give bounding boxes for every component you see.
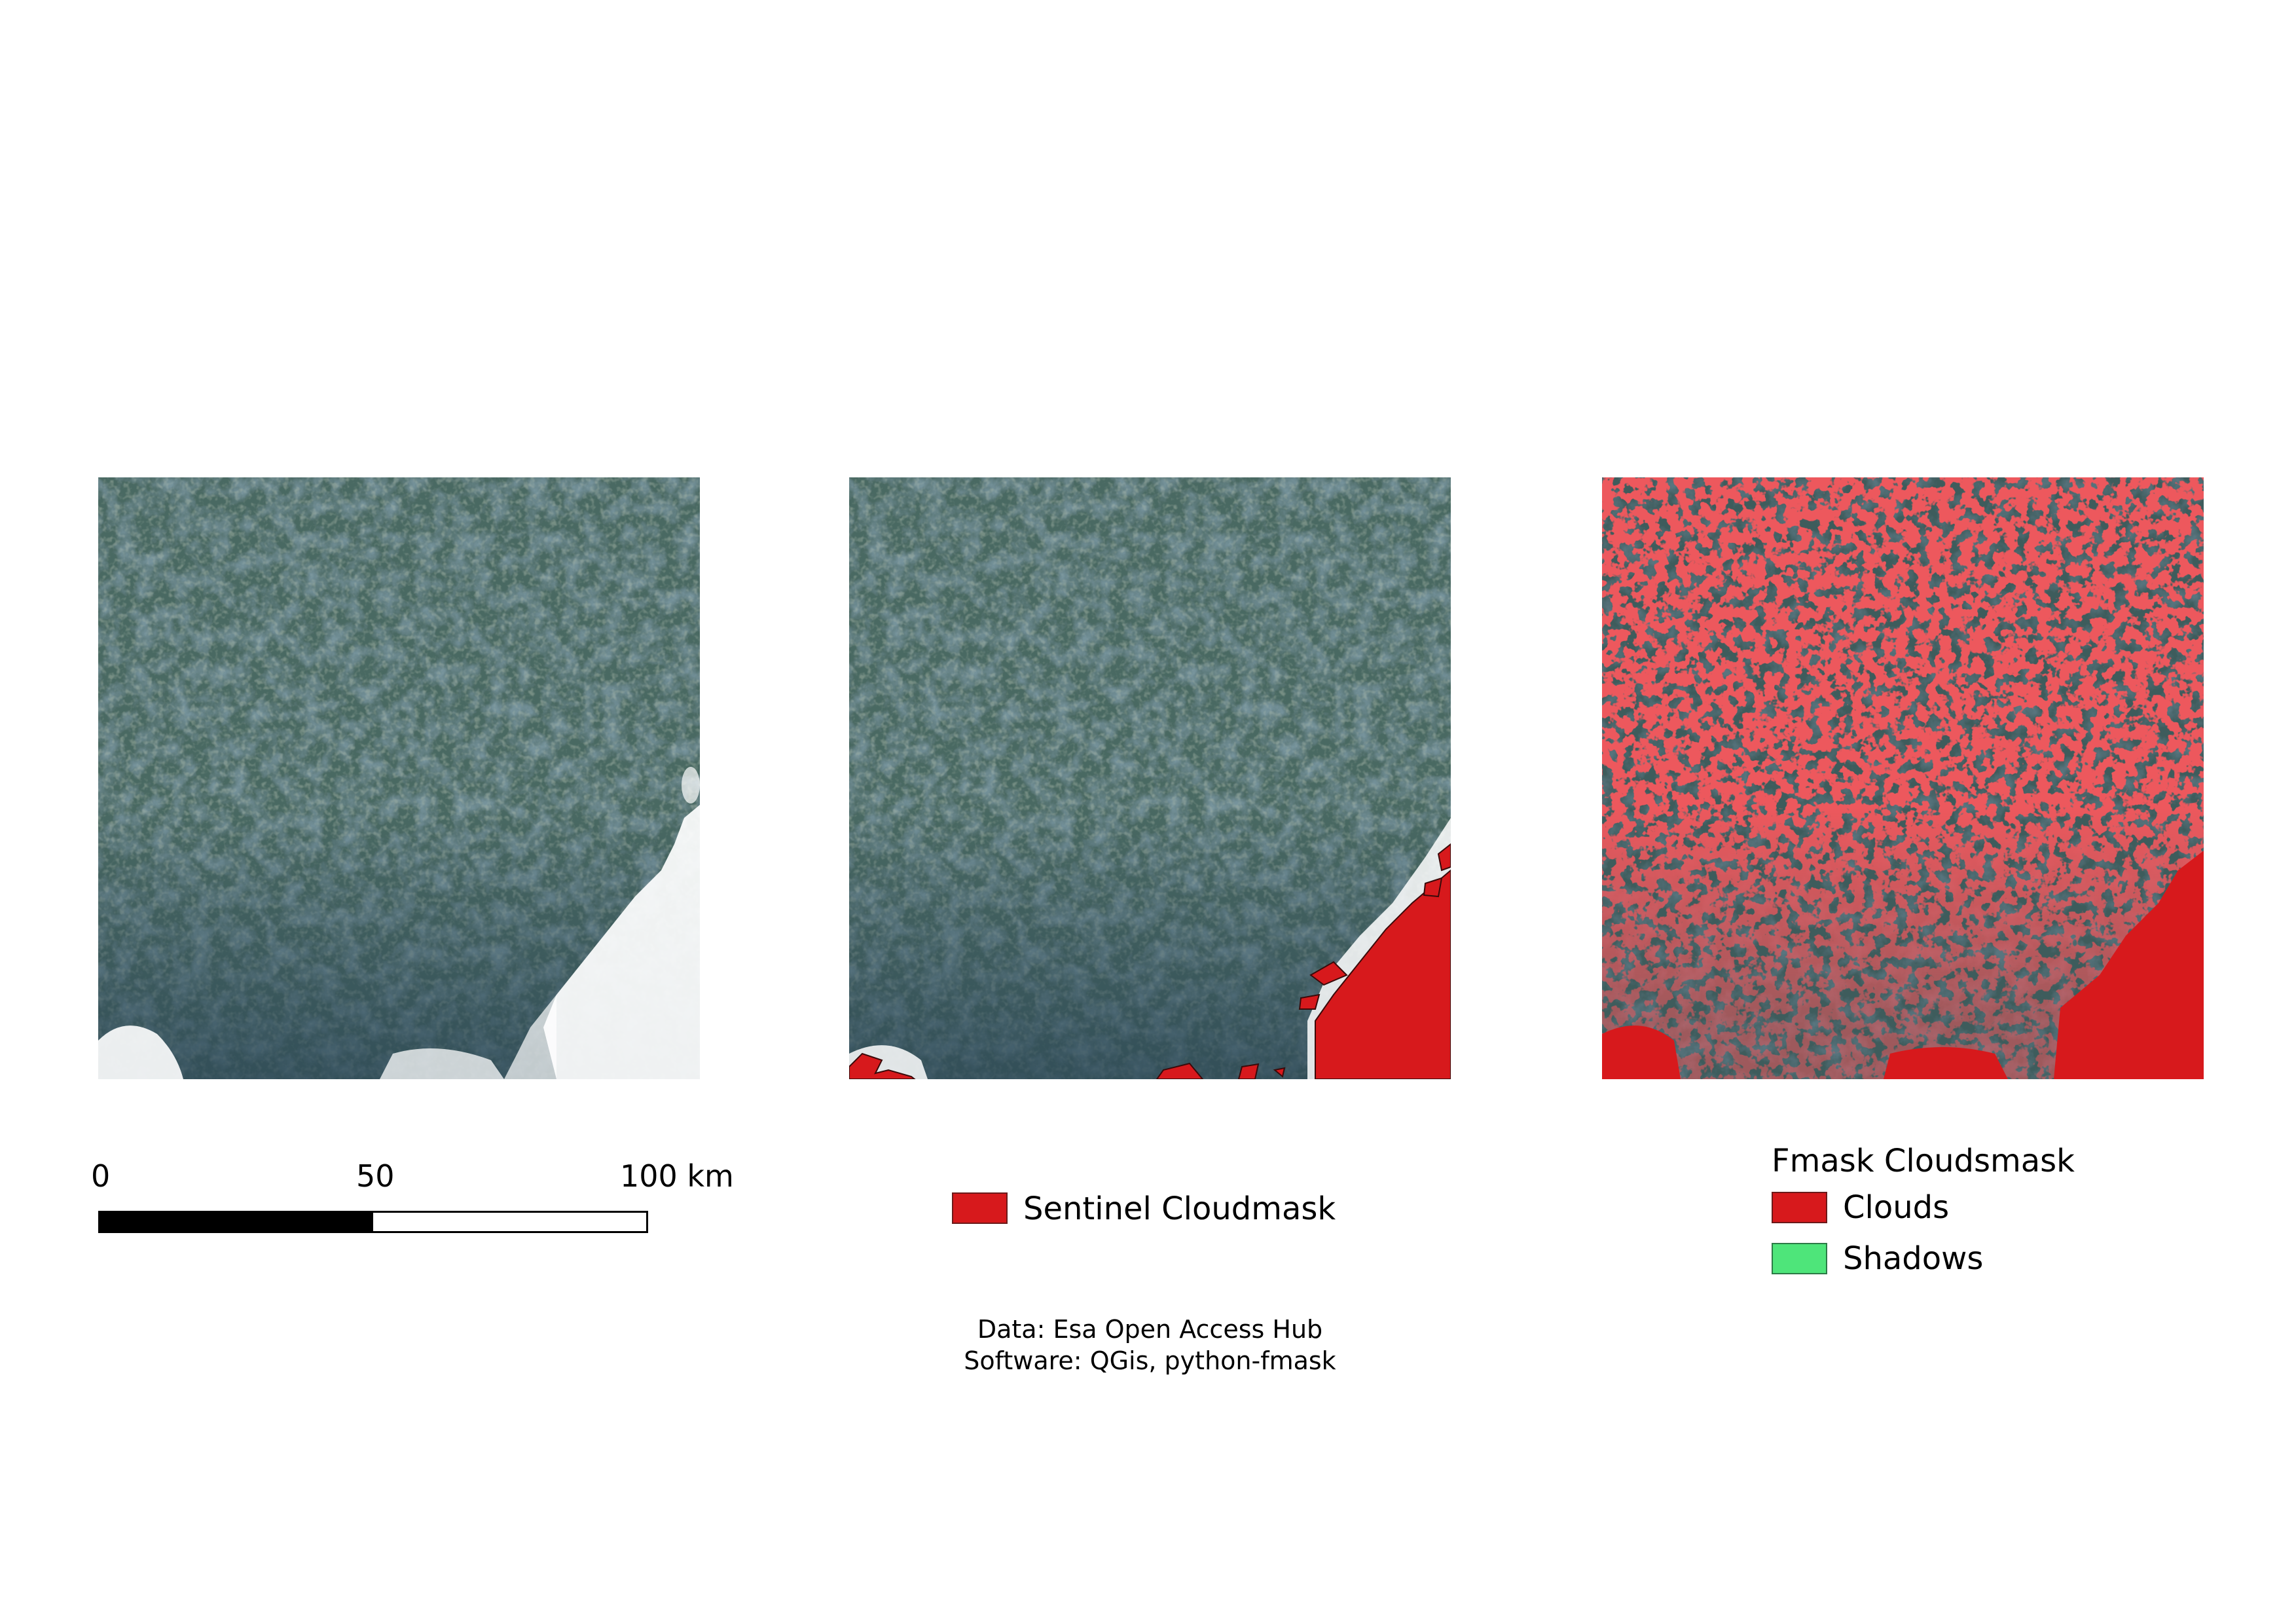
satellite-image-map [98,477,700,1079]
sentinel-cloudmask-swatch [952,1192,1008,1224]
clouds-label: Clouds [1843,1189,1950,1226]
fmask-cloudmask-map [1602,477,2204,1079]
sentinel-cloudmask-map [849,477,1451,1079]
fmask-cloud-solid [1602,851,2204,1079]
cloud-cover [98,767,700,1079]
credits-software: Software: QGis, python-fmask [964,1346,1336,1375]
scale-bar-black-segment [100,1213,373,1231]
satellite-image [98,477,700,1079]
shadows-label: Shadows [1843,1240,1984,1277]
scale-tick-0: 0 [91,1158,111,1194]
shadows-swatch [1772,1243,1827,1274]
clouds-swatch [1772,1192,1827,1223]
scale-bar [98,1211,648,1233]
fmask-legend-title: Fmask Cloudsmask [1772,1143,2075,1179]
credits-data-source: Data: Esa Open Access Hub [977,1315,1323,1344]
scale-tick-100-km: 100 km [620,1158,734,1194]
scale-tick-50: 50 [356,1158,395,1194]
sentinel-cloudmask-label: Sentinel Cloudmask [1023,1190,1336,1227]
sentinel-cloud-polygons [849,843,1451,1079]
sentinel-image [849,477,1451,1079]
credits: Data: Esa Open Access Hub Software: QGis… [849,1314,1451,1376]
fmask-image [1602,477,2204,1079]
